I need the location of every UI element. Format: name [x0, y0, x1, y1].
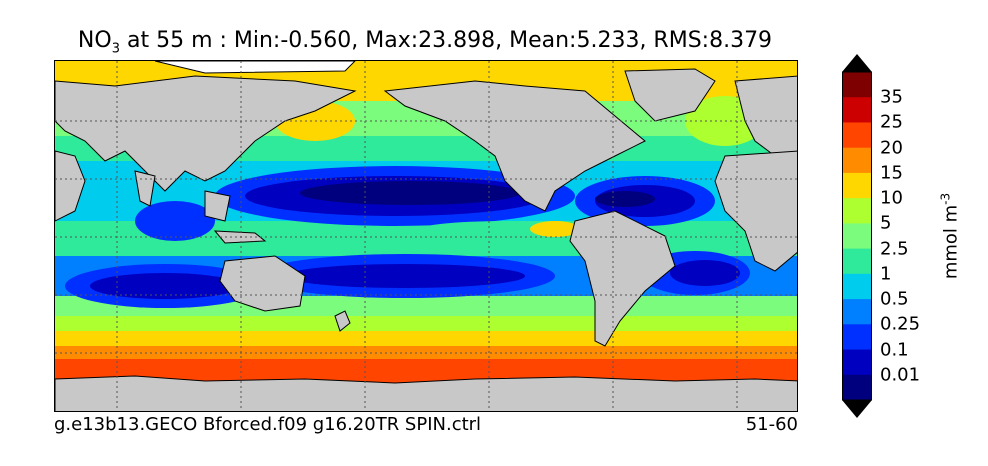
colorbar-tick-label: 25 [880, 111, 903, 133]
colorbar-cell [842, 349, 872, 376]
colorbar-cell [842, 72, 872, 98]
colorbar [842, 54, 872, 418]
plot-title: NO3 at 55 m : Min:-0.560, Max:23.898, Me… [77, 28, 773, 57]
colorbar-cell [842, 248, 872, 275]
colorbar-cell [842, 299, 872, 325]
colorbar-tick-label: 2.5 [880, 238, 909, 260]
colorbar-tick-label: 0.01 [880, 364, 921, 386]
colorbar-tick-label: 20 [880, 137, 903, 159]
colorbar-tick-label: 0.1 [880, 339, 909, 361]
ocean-map [54, 60, 798, 412]
colorbar-extend-bottom [842, 400, 872, 418]
colorbar-cell [842, 147, 872, 174]
colorbar-cell [842, 198, 872, 224]
colorbar-cell [842, 324, 872, 351]
colorbar-outline [842, 71, 872, 401]
colorbar-tick-label: 0.5 [880, 288, 909, 310]
case-name-label: g.e13b13.GECO Bforced.f09 g16.20TR SPIN.… [54, 414, 482, 435]
colorbar-cell [842, 97, 872, 123]
colorbar-tick-label: 10 [880, 187, 903, 209]
colorbar-units-label: mmol m-3 [938, 192, 962, 280]
colorbar-cell [842, 374, 872, 401]
colorbar-cell [842, 172, 872, 199]
years-label: 51-60 [745, 414, 798, 435]
colorbar-cell [842, 223, 872, 250]
colorbar-tick-label: 5 [880, 212, 892, 234]
colorbar-tick-label: 35 [880, 86, 903, 108]
colorbar-tick-label: 15 [880, 162, 903, 184]
colorbar-cell [842, 273, 872, 300]
map-canvas [55, 61, 797, 411]
colorbar-cell [842, 122, 872, 149]
colorbar-tick-label: 1 [880, 263, 892, 285]
colorbar-extend-top [842, 54, 872, 72]
colorbar-tick-label: 0.25 [880, 313, 921, 335]
